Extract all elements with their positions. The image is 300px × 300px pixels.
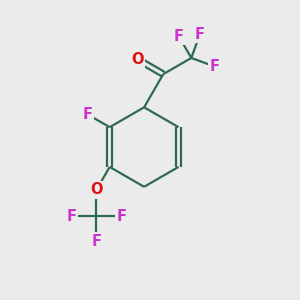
Text: F: F (174, 29, 184, 44)
Text: O: O (131, 52, 144, 67)
Text: F: F (116, 209, 127, 224)
Text: F: F (195, 27, 205, 42)
Text: F: F (83, 107, 93, 122)
Text: F: F (66, 209, 76, 224)
Text: F: F (92, 234, 101, 249)
Text: F: F (210, 59, 220, 74)
Text: O: O (90, 182, 103, 197)
